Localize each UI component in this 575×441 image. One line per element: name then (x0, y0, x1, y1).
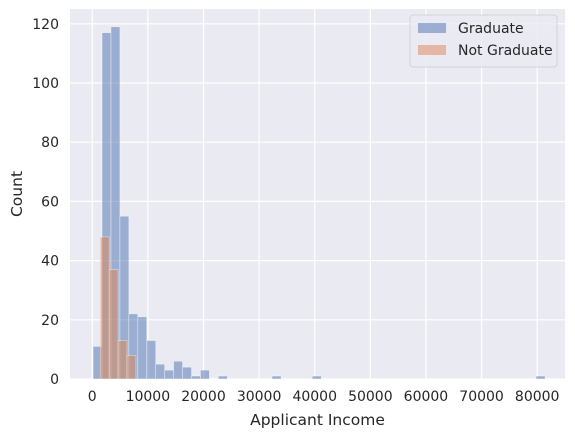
bar-graduate (182, 366, 192, 380)
x-tick-labels: 0 10000 20000 30000 40000 50000 60000 70000 8000… (88, 389, 560, 405)
plot-area (70, 9, 565, 379)
bar-not-graduate (108, 269, 119, 380)
legend-swatch-graduate (418, 23, 446, 33)
y-tick-label: 80 (41, 135, 59, 151)
legend-label-not-graduate: Not Graduate (458, 43, 553, 59)
y-axis-label: Count (8, 171, 26, 217)
bar-not-graduate (126, 355, 137, 380)
bar-graduate (271, 375, 282, 380)
legend-label-graduate: Graduate (458, 21, 524, 37)
bar-graduate (312, 375, 322, 380)
legend-swatch-not-graduate (418, 45, 446, 55)
y-tick-label: 20 (41, 313, 59, 329)
x-tick-label: 50000 (348, 389, 393, 405)
bar-graduate (164, 369, 174, 380)
legend: Graduate Not Graduate (409, 14, 558, 68)
bar-not-graduate (99, 236, 110, 380)
y-tick-label: 0 (50, 372, 59, 388)
bar-graduate (137, 316, 148, 380)
y-tick-label: 120 (32, 17, 59, 33)
bar-graduate (200, 369, 210, 380)
bar-graduate (155, 363, 165, 380)
y-tick-label: 60 (41, 194, 59, 210)
legend-box (409, 14, 558, 68)
x-tick-label: 10000 (126, 389, 171, 405)
x-axis-label: Applicant Income (250, 411, 385, 429)
bar-graduate (535, 375, 546, 380)
bar-graduate (146, 340, 157, 380)
y-tick-label: 100 (32, 76, 59, 92)
histogram-bars (92, 26, 546, 380)
bar-graduate (218, 375, 228, 380)
bar-graduate (191, 375, 201, 380)
bar-graduate (173, 360, 183, 380)
x-tick-label: 80000 (515, 389, 560, 405)
y-tick-labels: 0 20 40 60 80 100 120 (32, 17, 59, 388)
x-tick-label: 30000 (237, 389, 282, 405)
x-tick-label: 40000 (292, 389, 337, 405)
x-tick-label: 60000 (404, 389, 449, 405)
x-tick-label: 0 (88, 389, 97, 405)
y-tick-label: 40 (41, 254, 59, 270)
x-tick-label: 20000 (181, 389, 226, 405)
x-tick-label: 70000 (459, 389, 504, 405)
bar-not-graduate (117, 340, 128, 380)
